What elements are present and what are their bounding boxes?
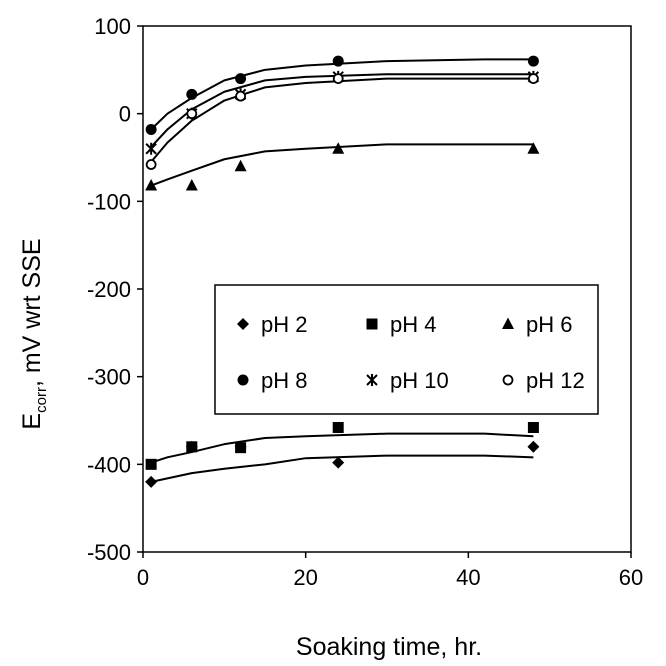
legend-marker	[366, 374, 378, 386]
plot-area	[145, 55, 540, 488]
legend-label: pH 4	[390, 312, 436, 337]
x-tick-label: 20	[293, 565, 317, 590]
legend-marker	[237, 374, 249, 386]
legend-item: pH 8	[237, 368, 307, 393]
legend-box	[214, 284, 599, 415]
series-6	[145, 73, 539, 170]
legend-label: pH 8	[261, 368, 307, 393]
y-axis-title-rest: , mV wrt SSE	[18, 238, 46, 387]
y-tick-label: -300	[87, 365, 131, 390]
legend-label: pH 10	[390, 368, 449, 393]
legend-item: pH 12	[502, 368, 585, 393]
x-tick-label: 40	[456, 565, 480, 590]
y-tick-label: -100	[87, 189, 131, 214]
trend-line-3	[150, 143, 534, 187]
axes: 0 20 40 60 -500 -400 -300 -200 -100 0 100	[87, 14, 643, 590]
data-point	[145, 123, 157, 135]
series-4	[145, 55, 539, 135]
data-point	[235, 90, 247, 102]
legend-items: pH 2 pH 4 pH 6 pH 8 pH 10 pH 12	[237, 312, 585, 393]
y-tick-label: 100	[94, 14, 131, 39]
data-point	[145, 458, 157, 470]
data-point	[234, 159, 247, 172]
trend-line-4	[150, 58, 534, 131]
data-point	[527, 440, 540, 453]
data-point	[527, 422, 539, 434]
trend-line-6	[150, 77, 534, 163]
trend-line-2	[150, 432, 534, 464]
legend-label: pH 2	[261, 312, 307, 337]
y-axis-title-main: E	[18, 413, 46, 430]
x-axis-title: Soaking time, hr.	[296, 633, 482, 661]
y-tick-label: 0	[119, 102, 131, 127]
data-point	[145, 159, 157, 170]
legend-marker	[502, 374, 514, 386]
x-tick-label: 0	[137, 565, 149, 590]
series-3	[145, 142, 540, 191]
trend-line-1	[150, 454, 534, 483]
data-point	[145, 179, 158, 191]
data-point	[145, 142, 157, 155]
legend-item: pH 2	[237, 312, 307, 337]
legend-item: pH 6	[502, 312, 572, 337]
legend-item: pH 10	[366, 368, 449, 393]
data-point	[186, 441, 198, 453]
data-point	[186, 108, 198, 120]
legend-marker	[237, 318, 249, 330]
data-point	[235, 442, 247, 454]
legend-label: pH 6	[526, 312, 572, 337]
data-point	[235, 73, 247, 85]
data-point	[332, 142, 345, 154]
data-point	[527, 142, 540, 154]
x-tick-label: 60	[619, 565, 643, 590]
legend-marker	[502, 317, 514, 329]
data-point	[145, 475, 158, 488]
data-point	[332, 456, 345, 469]
series-2	[145, 422, 539, 470]
trend-line-5	[150, 73, 534, 148]
legend-label: pH 12	[526, 368, 585, 393]
data-point	[527, 55, 539, 67]
y-tick-label: -400	[87, 452, 131, 477]
data-point	[332, 422, 344, 434]
y-axis-title-subscript: corr	[33, 387, 50, 413]
legend: pH 2 pH 4 pH 6 pH 8 pH 10 pH 12	[214, 284, 599, 415]
data-point	[332, 73, 344, 84]
data-point	[186, 88, 198, 100]
y-axis-title: Ecorr, mV wrt SSE	[18, 238, 50, 429]
y-tick-label: -500	[87, 540, 131, 565]
data-point	[528, 73, 539, 84]
data-point	[185, 179, 198, 191]
data-point	[332, 55, 344, 67]
legend-marker	[366, 318, 378, 330]
legend-item: pH 4	[366, 312, 436, 337]
y-tick-label: -200	[87, 277, 131, 302]
